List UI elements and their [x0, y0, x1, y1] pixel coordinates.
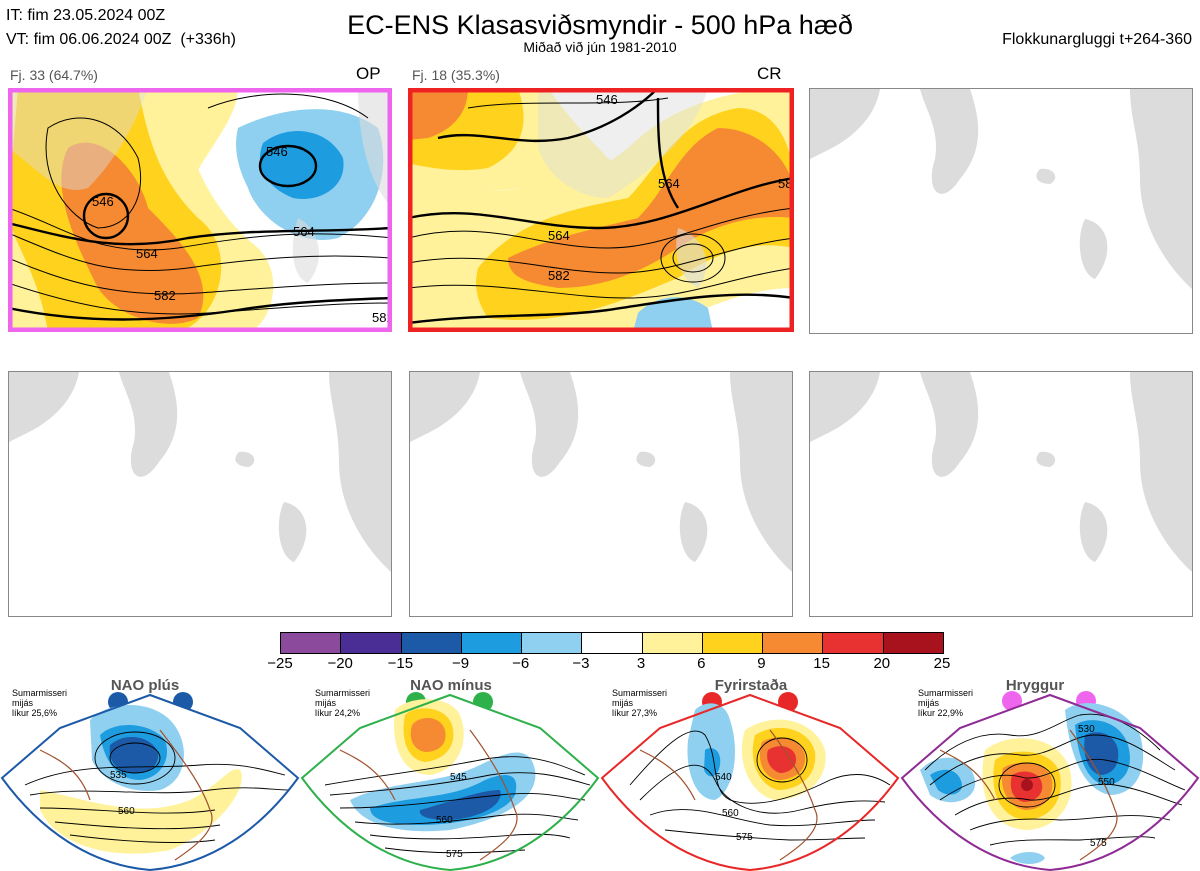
- colorbar-tick-label: 6: [697, 655, 706, 672]
- panel-2-contour-label-4: 582: [548, 268, 570, 283]
- colorbar-tick-label: −15: [387, 655, 414, 672]
- regime-2-map: 545 560 575: [300, 693, 600, 871]
- colorbar-segment: [882, 633, 943, 653]
- colorbar-tick-label: −20: [327, 655, 353, 672]
- panel-1-map-svg: 546 546 564 564 582 582: [8, 88, 392, 332]
- regime-1-contour-label-1: 535: [110, 770, 127, 781]
- panel-2-contour-label-1: 546: [596, 92, 618, 107]
- panel-1-contour-label-3: 564: [136, 246, 158, 261]
- colorbar-tick-label: −9: [451, 655, 470, 672]
- page-subtitle: Miðað við jún 1981-2010: [523, 39, 677, 55]
- colorbar-tick-label: 20: [873, 655, 891, 672]
- colorbar-segment: [340, 633, 401, 653]
- panel-2-tag: CR: [757, 64, 782, 83]
- regime-3-map: 540 560 575: [600, 693, 900, 871]
- panel-4-map[interactable]: [8, 371, 392, 617]
- panel-1-map[interactable]: 546 546 564 564 582 582: [8, 88, 392, 332]
- regime-3-contour-label-1: 540: [715, 772, 732, 783]
- colorbar-segment: [281, 633, 341, 653]
- regime-4-contour-label-3: 575: [1090, 838, 1107, 849]
- colorbar-segment: [581, 633, 642, 653]
- issue-time: IT: fim 23.05.2024 00Z: [6, 7, 166, 24]
- panel-2-label: Fj. 18 (35.3%): [412, 67, 500, 83]
- regime-1-contour-label-2: 560: [118, 806, 135, 817]
- regime-4-contour-label-2: 550: [1098, 777, 1115, 788]
- regime-3-title: Fyrirstaða: [714, 677, 788, 694]
- valid-time: VT: fim 06.06.2024 00Z (+336h): [6, 31, 236, 48]
- panel-2-map[interactable]: 546 564 564 582 58: [408, 88, 794, 332]
- regime-2-note: Sumarmisseri mijás líkur 24,2%: [315, 688, 371, 718]
- regime-2-title: NAO mínus: [410, 677, 492, 694]
- regime-4-contour-label-1: 530: [1078, 724, 1095, 735]
- regime-2-contour-label-3: 575: [446, 849, 463, 860]
- regime-4-title: Hryggur: [1005, 677, 1065, 694]
- panel-1-contour-label-6: 582: [372, 310, 392, 325]
- colorbar-tick-label: −6: [512, 655, 530, 672]
- panel-1-label: Fj. 33 (64.7%): [10, 67, 98, 83]
- panel-5-basemap: [410, 372, 792, 572]
- regime-1-title: NAO plús: [110, 677, 180, 694]
- regime-2-contour-label-1: 545: [450, 772, 467, 783]
- colorbar-segment: [521, 633, 582, 653]
- panel-1-contour-label-1: 546: [92, 194, 114, 209]
- colorbar-segment: [762, 633, 823, 653]
- regime-3-note: Sumarmisseri mijás líkur 27,3%: [612, 688, 668, 718]
- panel-2-contour-label-5: 58: [778, 176, 792, 191]
- panel-1-tag: OP: [356, 64, 381, 83]
- colorbar-tick-label: 15: [813, 655, 830, 672]
- page-title: EC-ENS Klasasviðsmyndir - 500 hPa hæð: [347, 10, 853, 40]
- panel-1-contour-label-2: 546: [266, 144, 288, 159]
- colorbar-tick-label: 3: [636, 655, 646, 672]
- regime-3-contour-label-3: 575: [736, 832, 753, 843]
- regime-4-note: Sumarmisseri mijás líkur 22,9%: [918, 688, 974, 718]
- panel-2-contour-label-3: 564: [658, 176, 680, 191]
- colorbar-segment: [822, 633, 883, 653]
- window-label: Flokkunargluggi t+264-360: [1002, 31, 1192, 48]
- panel-1-contour-label-4: 564: [293, 224, 315, 239]
- regime-1-map: 535 560: [0, 693, 300, 871]
- regime-1-note: Sumarmisseri mijás líkur 25,6%: [12, 688, 68, 718]
- colorbar-tick-label: 9: [757, 655, 766, 672]
- panel-3-basemap: [810, 89, 1192, 289]
- colorbar-tick-label: −25: [267, 655, 293, 672]
- colorbar-tick-label: −3: [572, 655, 590, 672]
- panel-2-frame: [408, 88, 794, 332]
- colorbar-segment: [641, 633, 702, 653]
- panel-4-basemap: [9, 372, 391, 572]
- colorbar-segment: [460, 633, 522, 653]
- panel-1-frame: [8, 88, 392, 332]
- panel-3-map[interactable]: [809, 88, 1193, 334]
- colorbar-segment: [701, 633, 763, 653]
- regime-4-dot-left: [1002, 691, 1022, 711]
- panel-1-contour-label-5: 582: [154, 288, 176, 303]
- panel-5-map[interactable]: [409, 371, 793, 617]
- colorbar-segment: [400, 633, 461, 653]
- panel-2-contour-label-2: 564: [548, 228, 570, 243]
- regime-3-contour-label-2: 560: [722, 808, 739, 819]
- regime-2-contour-label-2: 560: [436, 815, 453, 826]
- panel-2-map-svg: 546 564 564 582 58: [408, 88, 794, 332]
- panel-6-basemap: [810, 372, 1192, 572]
- colorbar: [280, 632, 944, 654]
- colorbar-tick-label: 25: [933, 655, 951, 672]
- regime-4-map: 530 550 575: [900, 693, 1200, 871]
- panel-6-map[interactable]: [809, 371, 1193, 617]
